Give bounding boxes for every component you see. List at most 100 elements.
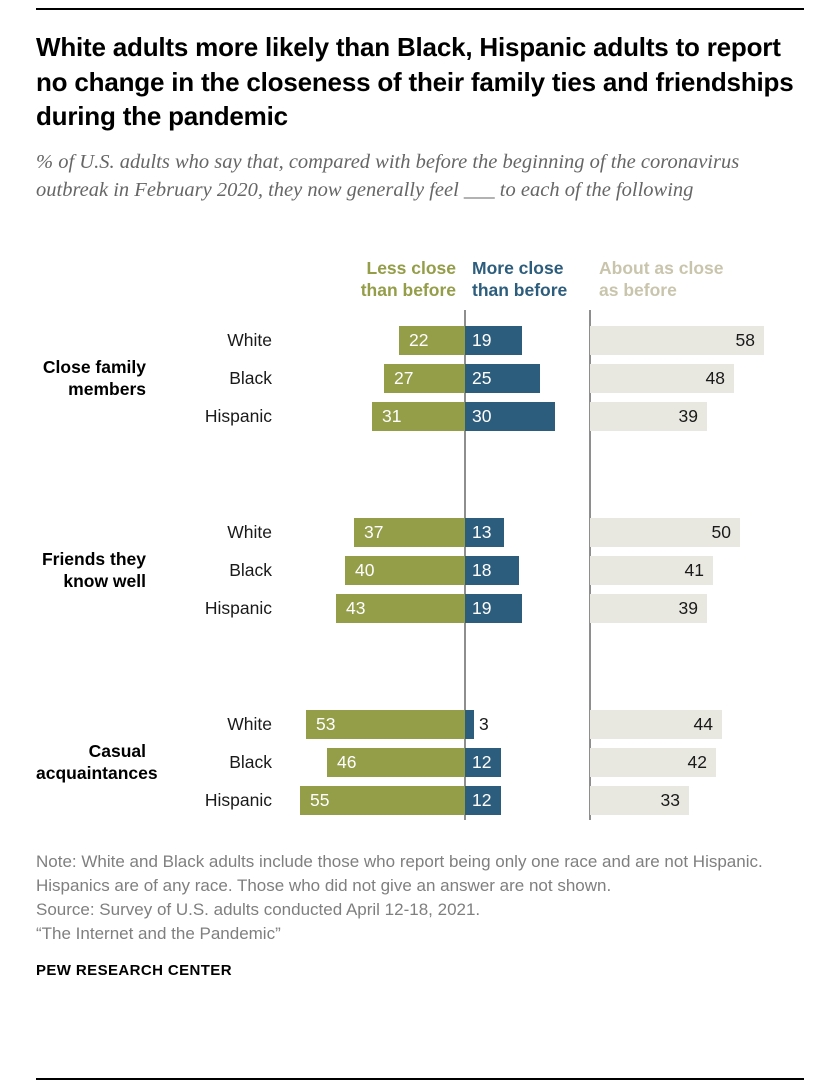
report-title-quote: “The Internet and the Pandemic” [36,923,281,943]
chart-row: Black 40 18 41 [160,552,804,590]
legend-about-as-close: About as close as before [599,258,724,301]
less-close-zone: 55 [285,786,465,816]
more-close-zone: 19 [465,326,590,356]
chart-group: Close family members White 22 19 58 Black 27 25… [36,322,804,436]
bar-value: 13 [472,522,492,543]
group-label: Casual acquaintances [36,740,158,783]
bar-about-same: 42 [590,748,716,778]
header-spacer [36,257,285,301]
top-divider [36,8,804,10]
bar-value: 40 [355,560,375,581]
bar-more-close [465,710,474,740]
category-label: Black [229,560,272,581]
more-close-zone: 13 [465,518,590,548]
bar-value: 37 [364,522,384,543]
more-close-zone: 18 [465,556,590,586]
group-label: Close family members [42,356,146,399]
bar-value: 55 [310,790,330,811]
group-rows: White 37 13 50 Black 40 18 41 Hispanic 43 19 39 [160,514,804,628]
footnote: Note: White and Black adults include tho… [36,850,804,947]
bar-more-close: 18 [465,556,519,586]
less-close-zone: 46 [285,748,465,778]
bar-about-same: 44 [590,710,722,740]
bar-about-same: 39 [590,594,707,624]
more-close-zone: 12 [465,748,590,778]
chart-row: Hispanic 31 30 39 [160,398,804,436]
group-rows: White 22 19 58 Black 27 25 48 Hispanic 31 30 39 [160,322,804,436]
less-close-zone: 31 [285,402,465,432]
less-close-zone: 22 [285,326,465,356]
bar-about-same: 48 [590,364,734,394]
chart-subtitle: % of U.S. adults who say that, compared … [36,150,740,202]
less-close-zone: 40 [285,556,465,586]
bar-about-same: 50 [590,518,740,548]
bar-value: 19 [472,598,492,619]
bar-value: 43 [346,598,366,619]
bar-less-close: 22 [399,326,465,356]
bar-value: 22 [409,330,429,351]
bar-about-same: 33 [590,786,689,816]
category-label: Hispanic [204,406,272,427]
more-close-zone: 12 [465,786,590,816]
bar-value: 50 [711,522,731,543]
bar-value: 41 [684,560,704,581]
bar-value: 39 [678,598,698,619]
bar-less-close: 43 [336,594,465,624]
bar-more-close: 12 [465,748,501,778]
category-label: White [227,330,272,351]
less-close-zone: 43 [285,594,465,624]
chart-row: Black 27 25 48 [160,360,804,398]
chart-row: Black 46 12 42 [160,744,804,782]
bar-more-close: 25 [465,364,540,394]
category-label: Black [229,368,272,389]
note-text: Note: White and Black adults include tho… [36,851,763,895]
bar-value: 31 [382,406,402,427]
bar-value: 30 [472,406,492,427]
chart-row: Hispanic 43 19 39 [160,590,804,628]
category-label: White [227,522,272,543]
bar-value: 48 [705,368,725,389]
more-close-zone: 25 [465,364,590,394]
bar-about-same: 41 [590,556,713,586]
bar-less-close: 40 [345,556,465,586]
bar-value: 39 [678,406,698,427]
legend-less-close: Less close than before [360,258,456,301]
bar-about-same: 39 [590,402,707,432]
bar-less-close: 53 [306,710,465,740]
bar-more-close: 19 [465,326,522,356]
bar-value: 12 [472,790,492,811]
bar-value: 44 [693,714,713,735]
about-same-zone: 42 [590,748,804,778]
group-rows: White 53 3 44 Black 46 12 42 Hispanic 55 12 33 [160,706,804,820]
category-label: Black [229,752,272,773]
page-title: White adults more likely than Black, His… [36,32,794,132]
pew-research-center-wordmark: PEW RESEARCH CENTER [36,962,232,980]
less-close-zone: 37 [285,518,465,548]
chart-row: Hispanic 55 12 33 [160,782,804,820]
bar-more-close: 19 [465,594,522,624]
about-same-zone: 50 [590,518,804,548]
less-close-zone: 53 [285,710,465,740]
chart-group: Friends they know well White 37 13 50 Black 40… [36,514,804,628]
about-same-zone: 48 [590,364,804,394]
legend-more-close: More close than before [472,258,568,301]
bar-value: 58 [735,330,755,351]
bar-value: 27 [394,368,414,389]
more-close-zone: 30 [465,402,590,432]
bar-more-close: 30 [465,402,555,432]
bar-chart: Close family members White 22 19 58 Black 27 25… [36,309,804,820]
about-same-zone: 58 [590,326,804,356]
bar-less-close: 27 [384,364,465,394]
bar-value: 12 [472,752,492,773]
bar-value: 42 [687,752,707,773]
bar-value: 19 [472,330,492,351]
source-text: Source: Survey of U.S. adults conducted … [36,899,481,919]
bar-value: 3 [479,714,489,735]
about-same-zone: 39 [590,594,804,624]
bar-less-close: 37 [354,518,465,548]
bar-more-close: 12 [465,786,501,816]
more-close-zone: 19 [465,594,590,624]
bottom-divider [36,1078,804,1080]
bar-value: 18 [472,560,492,581]
